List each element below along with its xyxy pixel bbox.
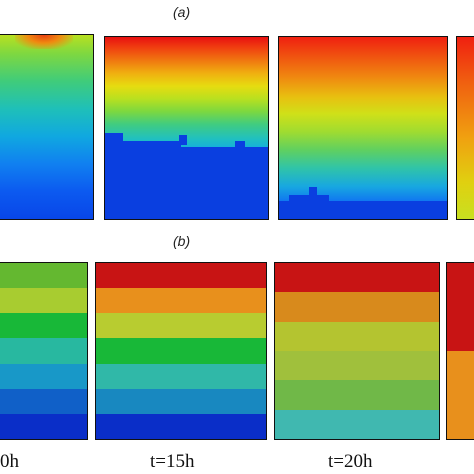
panel-label-a: (a) [173, 4, 191, 20]
cold-block [179, 135, 187, 145]
layer-band [96, 388, 266, 415]
frame-b-4 [446, 262, 474, 440]
cold-block [105, 133, 123, 219]
layer-band [0, 338, 87, 365]
frame-b-2 [95, 262, 267, 440]
cold-block [255, 153, 268, 219]
layer-band [0, 413, 87, 439]
panel-label-b: (b) [173, 233, 191, 249]
layer-band [0, 313, 87, 340]
layer-band [96, 263, 266, 290]
frame-a-4 [456, 36, 474, 220]
layer-band [447, 351, 474, 439]
cold-block [121, 141, 181, 219]
cold-block [179, 147, 268, 219]
layer-band [275, 380, 439, 411]
layer-band [275, 292, 439, 323]
cold-block [279, 201, 447, 219]
time-label: t=15h [150, 451, 195, 472]
layer-band [96, 338, 266, 365]
frame-a-3 [278, 36, 448, 220]
layer-band [0, 288, 87, 315]
frame-b-1 [0, 262, 88, 440]
layer-band [275, 409, 439, 439]
time-label: t=20h [328, 451, 373, 472]
cold-block [309, 187, 317, 195]
layer-band [96, 313, 266, 340]
cold-block [289, 195, 329, 203]
time-label: 0h [0, 451, 19, 472]
layer-band [0, 263, 87, 290]
frame-b-3 [274, 262, 440, 440]
cold-block [235, 141, 245, 151]
layer-band [275, 263, 439, 294]
frame-a-2 [104, 36, 269, 220]
layer-band [96, 413, 266, 439]
layer-band [0, 363, 87, 390]
frame-a-1 [0, 34, 94, 220]
layer-band [0, 388, 87, 415]
layer-band [447, 263, 474, 352]
hot-spot [15, 35, 73, 49]
layer-band [275, 321, 439, 352]
layer-band [96, 363, 266, 390]
layer-band [275, 351, 439, 382]
layer-band [96, 288, 266, 315]
